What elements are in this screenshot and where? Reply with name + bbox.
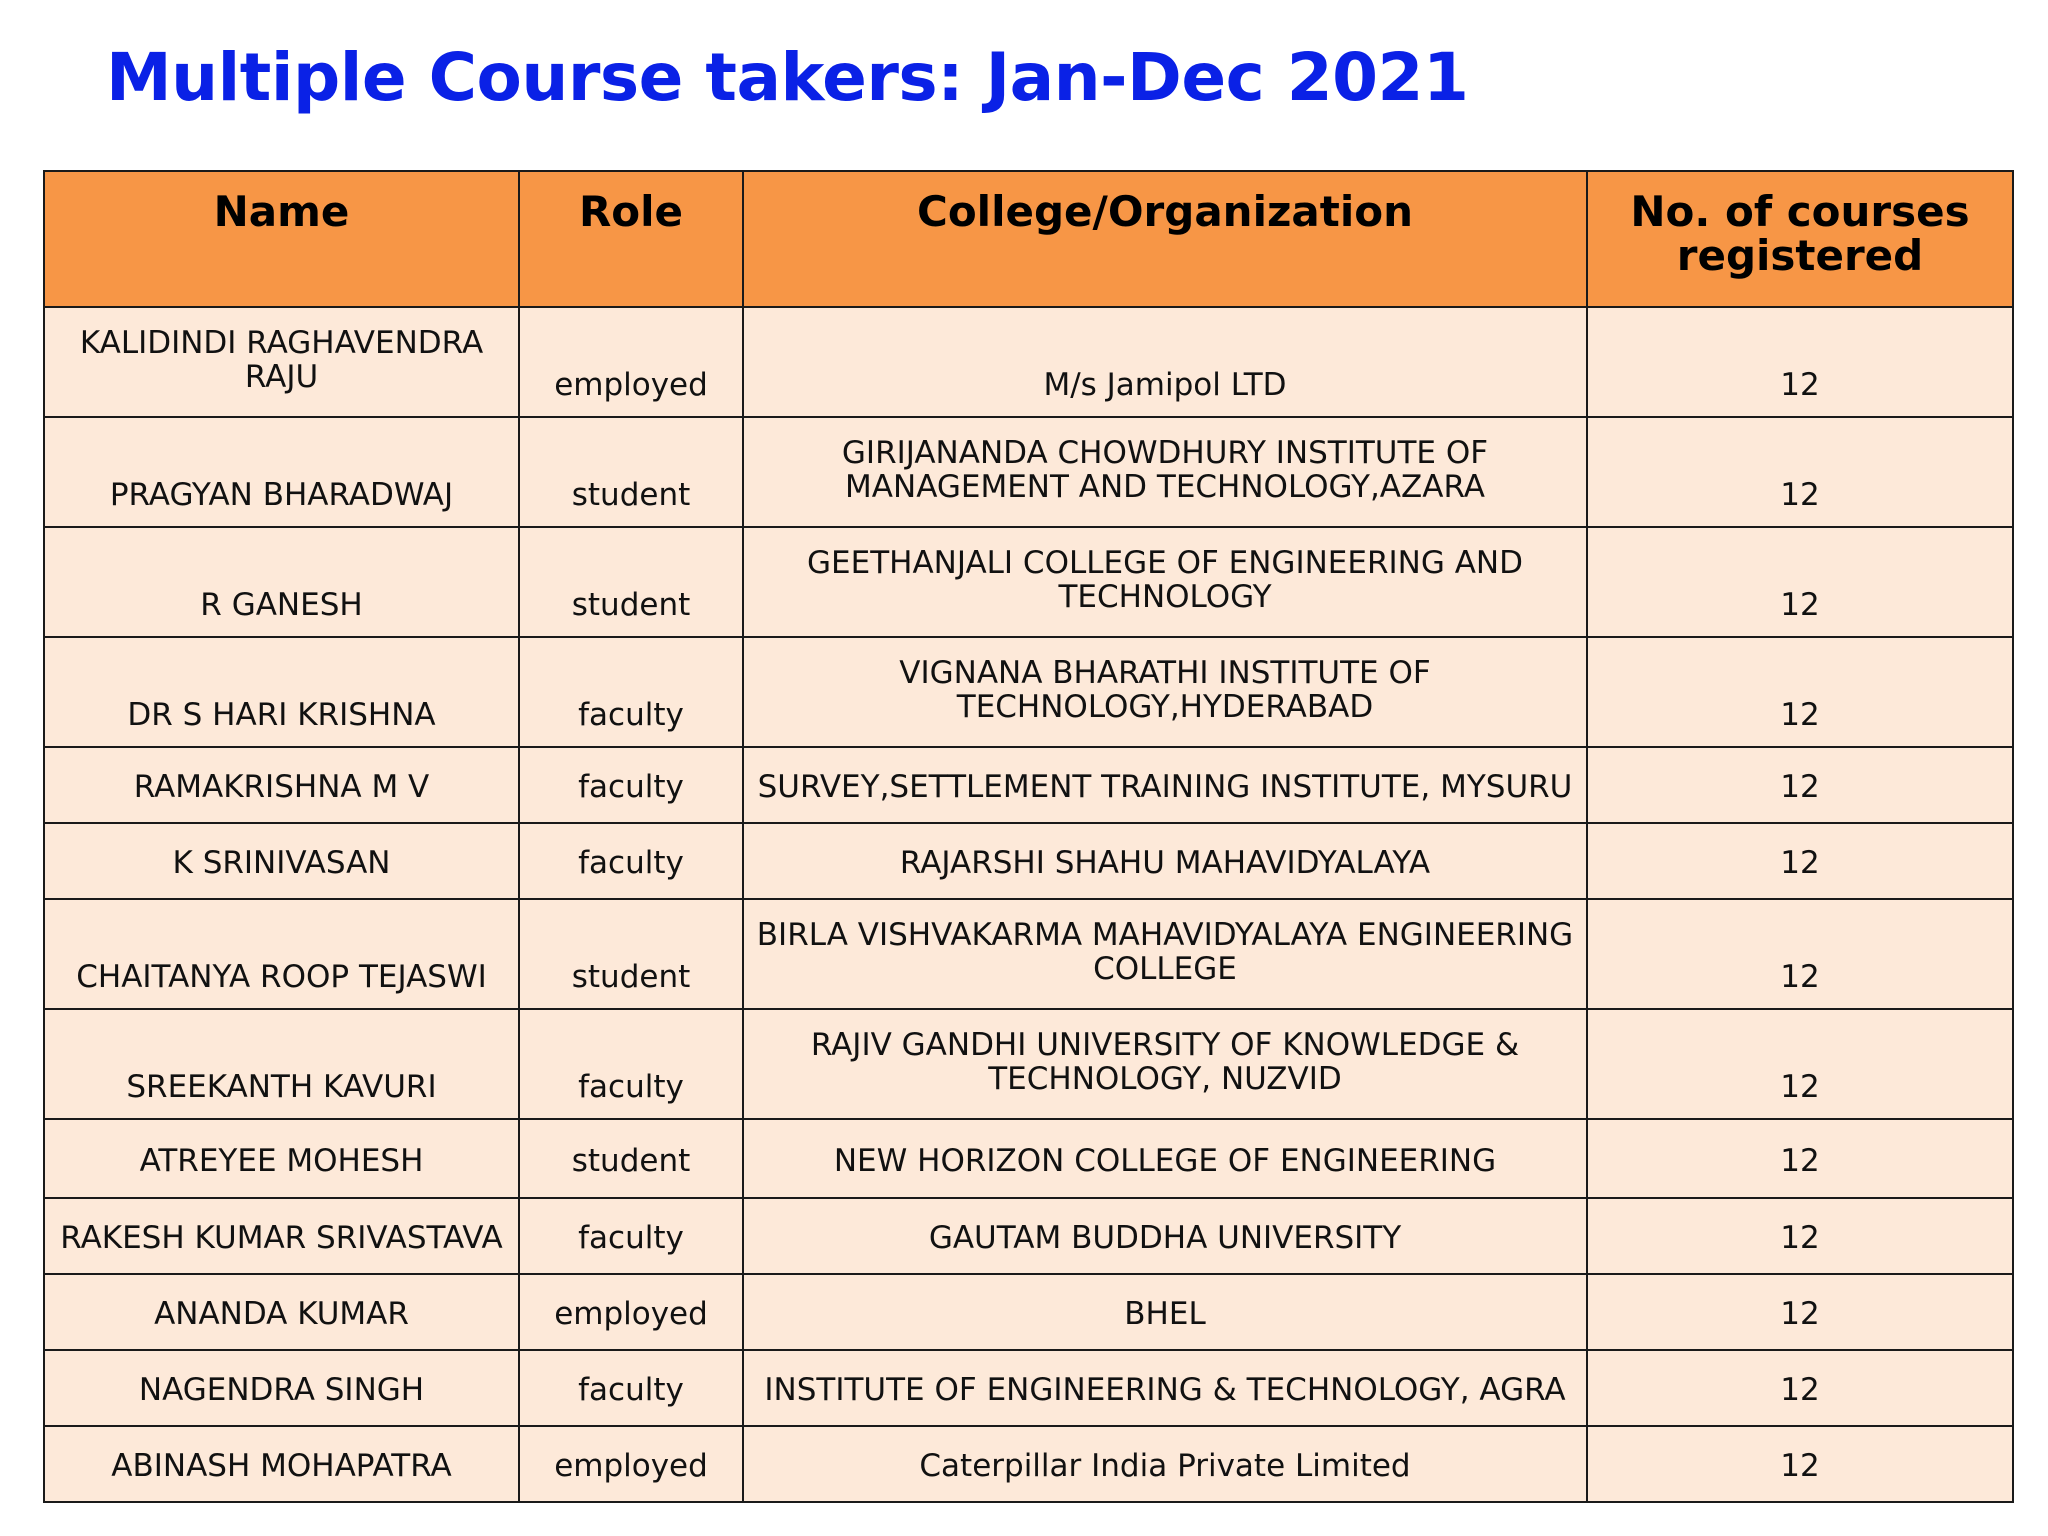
cell-org: GIRIJANANDA CHOWDHURY INSTITUTE OF MANAG… bbox=[742, 416, 1588, 528]
cell-courses: 12 bbox=[1586, 1273, 2014, 1351]
cell-name: ANANDA KUMAR bbox=[43, 1273, 520, 1351]
cell-org: RAJARSHI SHAHU MAHAVIDYALAYA bbox=[742, 822, 1588, 900]
table-row: RAMAKRISHNA M V faculty SURVEY,SETTLEMEN… bbox=[43, 746, 2014, 824]
cell-courses: 12 bbox=[1586, 1118, 2014, 1199]
page-title: Multiple Course takers: Jan-Dec 2021 bbox=[106, 39, 1469, 116]
cell-role: employed bbox=[518, 1425, 744, 1503]
cell-courses: 12 bbox=[1586, 636, 2014, 748]
table-header-row: Name Role College/Organization No. of co… bbox=[43, 170, 2014, 308]
cell-org: SURVEY,SETTLEMENT TRAINING INSTITUTE, MY… bbox=[742, 746, 1588, 824]
cell-courses: 12 bbox=[1586, 1425, 2014, 1503]
cell-name: CHAITANYA ROOP TEJASWI bbox=[43, 898, 520, 1010]
cell-courses: 12 bbox=[1586, 306, 2014, 418]
cell-name: PRAGYAN BHARADWAJ bbox=[43, 416, 520, 528]
cell-name: K SRINIVASAN bbox=[43, 822, 520, 900]
table-row: KALIDINDI RAGHAVENDRA RAJU employed M/s … bbox=[43, 306, 2014, 418]
cell-role: faculty bbox=[518, 1349, 744, 1427]
cell-role: faculty bbox=[518, 636, 744, 748]
cell-courses: 12 bbox=[1586, 416, 2014, 528]
table-row: PRAGYAN BHARADWAJ student GIRIJANANDA CH… bbox=[43, 416, 2014, 528]
cell-role: student bbox=[518, 1118, 744, 1199]
cell-courses: 12 bbox=[1586, 1197, 2014, 1275]
cell-role: employed bbox=[518, 306, 744, 418]
cell-org: RAJIV GANDHI UNIVERSITY OF KNOWLEDGE & T… bbox=[742, 1008, 1588, 1120]
table-row: ATREYEE MOHESH student NEW HORIZON COLLE… bbox=[43, 1118, 2014, 1199]
cell-role: faculty bbox=[518, 746, 744, 824]
cell-org: NEW HORIZON COLLEGE OF ENGINEERING bbox=[742, 1118, 1588, 1199]
cell-org: Caterpillar India Private Limited bbox=[742, 1425, 1588, 1503]
cell-courses: 12 bbox=[1586, 1008, 2014, 1120]
table-row: SREEKANTH KAVURI faculty RAJIV GANDHI UN… bbox=[43, 1008, 2014, 1120]
cell-courses: 12 bbox=[1586, 746, 2014, 824]
table-row: DR S HARI KRISHNA faculty VIGNANA BHARAT… bbox=[43, 636, 2014, 748]
cell-name: NAGENDRA SINGH bbox=[43, 1349, 520, 1427]
cell-org: VIGNANA BHARATHI INSTITUTE OF TECHNOLOGY… bbox=[742, 636, 1588, 748]
cell-org: INSTITUTE OF ENGINEERING & TECHNOLOGY, A… bbox=[742, 1349, 1588, 1427]
cell-courses: 12 bbox=[1586, 526, 2014, 638]
course-takers-table: Name Role College/Organization No. of co… bbox=[43, 170, 2014, 1503]
cell-role: employed bbox=[518, 1273, 744, 1351]
cell-name: RAMAKRISHNA M V bbox=[43, 746, 520, 824]
cell-name: SREEKANTH KAVURI bbox=[43, 1008, 520, 1120]
table-row: K SRINIVASAN faculty RAJARSHI SHAHU MAHA… bbox=[43, 822, 2014, 900]
cell-courses: 12 bbox=[1586, 898, 2014, 1010]
cell-name: RAKESH KUMAR SRIVASTAVA bbox=[43, 1197, 520, 1275]
cell-org: M/s Jamipol LTD bbox=[742, 306, 1588, 418]
cell-name: ABINASH MOHAPATRA bbox=[43, 1425, 520, 1503]
cell-org: BHEL bbox=[742, 1273, 1588, 1351]
cell-courses: 12 bbox=[1586, 1349, 2014, 1427]
table-row: NAGENDRA SINGH faculty INSTITUTE OF ENGI… bbox=[43, 1349, 2014, 1427]
table-row: R GANESH student GEETHANJALI COLLEGE OF … bbox=[43, 526, 2014, 638]
cell-name: ATREYEE MOHESH bbox=[43, 1118, 520, 1199]
cell-role: student bbox=[518, 898, 744, 1010]
cell-role: faculty bbox=[518, 1008, 744, 1120]
cell-org: GAUTAM BUDDHA UNIVERSITY bbox=[742, 1197, 1588, 1275]
cell-role: faculty bbox=[518, 822, 744, 900]
header-courses-registered: No. of courses registered bbox=[1586, 170, 2014, 308]
cell-org: BIRLA VISHVAKARMA MAHAVIDYALAYA ENGINEER… bbox=[742, 898, 1588, 1010]
table-row: ABINASH MOHAPATRA employed Caterpillar I… bbox=[43, 1425, 2014, 1503]
table-row: RAKESH KUMAR SRIVASTAVA faculty GAUTAM B… bbox=[43, 1197, 2014, 1275]
header-college-organization: College/Organization bbox=[742, 170, 1588, 308]
table-row: CHAITANYA ROOP TEJASWI student BIRLA VIS… bbox=[43, 898, 2014, 1010]
cell-name: KALIDINDI RAGHAVENDRA RAJU bbox=[43, 306, 520, 418]
header-role: Role bbox=[518, 170, 744, 308]
cell-org: GEETHANJALI COLLEGE OF ENGINEERING AND T… bbox=[742, 526, 1588, 638]
cell-role: faculty bbox=[518, 1197, 744, 1275]
cell-name: DR S HARI KRISHNA bbox=[43, 636, 520, 748]
cell-role: student bbox=[518, 526, 744, 638]
cell-name: R GANESH bbox=[43, 526, 520, 638]
table-row: ANANDA KUMAR employed BHEL 12 bbox=[43, 1273, 2014, 1351]
cell-courses: 12 bbox=[1586, 822, 2014, 900]
header-name: Name bbox=[43, 170, 520, 308]
cell-role: student bbox=[518, 416, 744, 528]
